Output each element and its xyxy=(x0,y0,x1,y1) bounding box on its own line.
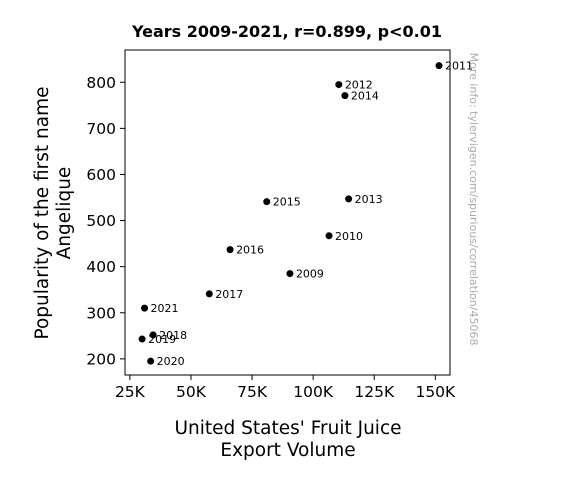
data-point xyxy=(205,290,213,298)
data-point-label: 2016 xyxy=(236,244,264,257)
y-tick-label: 700 xyxy=(86,120,116,138)
data-points: 2009 2010 2011 2012 2013 2014 2015 2016 2017 2018… xyxy=(138,60,473,368)
y-axis-label-line-2: Angelique xyxy=(54,167,75,260)
x-tick-label: 125K xyxy=(354,383,395,401)
y-axis-label-line-1: Popularity of the first name xyxy=(32,86,53,339)
y-tick-label: 800 xyxy=(86,74,116,92)
data-point-label: 2018 xyxy=(159,329,187,342)
data-point xyxy=(325,232,333,240)
data-point xyxy=(226,246,234,254)
data-point-label: 2021 xyxy=(151,302,179,315)
x-tick-label: 75K xyxy=(237,383,268,401)
data-point-label: 2012 xyxy=(345,79,373,92)
data-point xyxy=(335,81,343,89)
x-tick-label: 25K xyxy=(115,383,146,401)
chart-title: Years 2009-2021, r=0.899, p<0.01 xyxy=(131,22,442,41)
watermark-text: More info: tylervigen.com/spurious/corre… xyxy=(467,53,480,346)
y-tick-label: 600 xyxy=(86,166,116,184)
plot-frame xyxy=(124,49,451,376)
x-axis-label-line-1: United States' Fruit Juice xyxy=(174,418,401,439)
data-point xyxy=(138,335,146,343)
y-tick-label: 500 xyxy=(86,212,116,230)
x-tick-label: 100K xyxy=(293,383,334,401)
x-axis-label-line-2: Export Volume xyxy=(220,440,355,461)
data-point-label: 2019 xyxy=(148,333,176,346)
data-point xyxy=(341,92,349,100)
data-point xyxy=(435,62,443,70)
x-axis: 25K 50K 75K 100K 125K 150K xyxy=(115,375,456,401)
data-point xyxy=(263,198,271,206)
data-point-label: 2011 xyxy=(445,60,473,73)
x-tick-label: 50K xyxy=(176,383,207,401)
data-point-label: 2014 xyxy=(351,90,379,103)
data-point xyxy=(286,270,294,278)
data-point-label: 2017 xyxy=(215,288,243,301)
data-point-label: 2009 xyxy=(296,268,324,281)
data-point xyxy=(345,195,353,203)
data-point-label: 2020 xyxy=(157,355,185,368)
data-point-label: 2010 xyxy=(335,230,363,243)
x-tick-label: 150K xyxy=(415,383,456,401)
y-tick-label: 200 xyxy=(86,350,116,368)
data-point-label: 2015 xyxy=(273,196,301,209)
data-point-label: 2013 xyxy=(355,193,383,206)
data-point xyxy=(141,304,149,312)
data-point xyxy=(149,331,157,339)
y-axis: 200 300 400 500 600 700 800 xyxy=(86,74,125,368)
y-tick-label: 400 xyxy=(86,258,116,276)
data-point xyxy=(147,357,155,365)
y-tick-label: 300 xyxy=(86,304,116,322)
